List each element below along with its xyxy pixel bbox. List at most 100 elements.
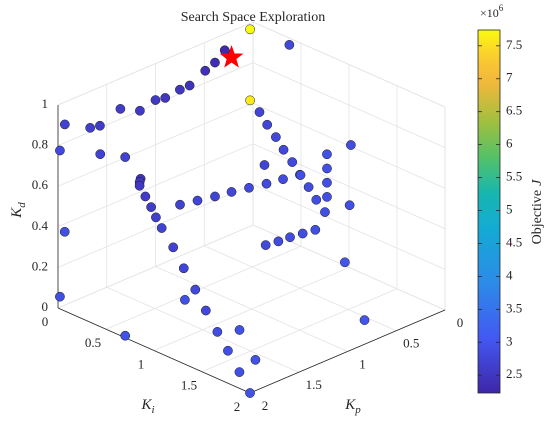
grid-line bbox=[57, 62, 446, 148]
data-point bbox=[120, 330, 131, 341]
colorbar-label: Objective J bbox=[530, 179, 545, 244]
colorbar-tick-label: 4.5 bbox=[506, 234, 522, 249]
x-tick-label: 2 bbox=[262, 398, 269, 413]
data-point bbox=[297, 228, 308, 239]
data-point bbox=[254, 107, 265, 117]
data-point bbox=[175, 199, 185, 210]
data-point bbox=[178, 263, 189, 274]
y-axis-label-subscript: i bbox=[151, 404, 154, 416]
data-point bbox=[346, 140, 356, 150]
data-point bbox=[160, 93, 171, 103]
y-axis-label-base: K bbox=[140, 397, 152, 413]
colorbar-label-italic: J bbox=[530, 179, 545, 186]
data-point bbox=[192, 195, 203, 206]
data-point bbox=[85, 122, 96, 133]
data-point bbox=[55, 291, 65, 302]
x-tick-label: 1.5 bbox=[306, 377, 322, 392]
data-point bbox=[310, 224, 321, 235]
data-point bbox=[344, 200, 355, 211]
data-point bbox=[245, 388, 255, 398]
data-point bbox=[134, 180, 145, 191]
y-tick-label: 0.5 bbox=[85, 335, 101, 350]
x-tick-label: 0 bbox=[457, 315, 464, 330]
data-point bbox=[322, 177, 332, 188]
y-tick-label: 1 bbox=[138, 356, 145, 371]
data-point bbox=[234, 325, 245, 335]
grid-line bbox=[57, 183, 446, 270]
data-point bbox=[135, 105, 145, 116]
z-axis-label-subscript: d bbox=[16, 202, 28, 208]
data-point bbox=[262, 119, 273, 130]
data-point bbox=[359, 315, 370, 325]
y-tick-label: 2 bbox=[234, 399, 241, 414]
data-point bbox=[273, 236, 284, 247]
data-point bbox=[146, 202, 156, 212]
data-point bbox=[311, 194, 322, 205]
colorbar bbox=[477, 29, 501, 394]
colorbar-tick-label: 7 bbox=[506, 70, 513, 85]
data-point bbox=[120, 152, 131, 162]
data-point bbox=[150, 95, 161, 105]
data-point bbox=[271, 132, 281, 142]
data-point bbox=[261, 178, 272, 189]
data-point bbox=[278, 174, 288, 185]
data-point bbox=[59, 119, 70, 130]
colorbar-tick-label: 7.5 bbox=[506, 37, 522, 52]
data-point bbox=[303, 182, 314, 192]
data-point bbox=[322, 192, 332, 202]
colorbar-tick-label: 4 bbox=[506, 267, 513, 282]
y-tick-label: 0 bbox=[42, 314, 49, 329]
data-point bbox=[278, 144, 289, 155]
z-axis-label: Kd bbox=[9, 202, 27, 219]
data-point bbox=[200, 65, 211, 76]
data-point bbox=[180, 294, 190, 305]
data-point bbox=[250, 354, 261, 365]
data-point bbox=[210, 57, 220, 68]
data-point bbox=[245, 95, 255, 106]
data-point bbox=[245, 24, 255, 35]
data-point bbox=[320, 207, 330, 217]
z-tick-label: 0.2 bbox=[32, 258, 48, 273]
data-point bbox=[200, 305, 211, 316]
data-point bbox=[226, 187, 237, 197]
data-point bbox=[210, 191, 220, 202]
colorbar-tick-label: 5.5 bbox=[506, 169, 522, 184]
colorbar-tick-label: 6 bbox=[506, 136, 513, 151]
data-point bbox=[223, 345, 233, 356]
z-tick-label: 0 bbox=[42, 299, 49, 314]
grid-line bbox=[57, 21, 446, 108]
x-tick-label: 0.5 bbox=[403, 336, 419, 351]
data-point bbox=[151, 212, 161, 223]
data-point bbox=[55, 145, 65, 156]
z-tick-label: 0.8 bbox=[32, 137, 48, 152]
y-axis bbox=[57, 307, 251, 394]
z-axis-label-base: K bbox=[9, 207, 25, 219]
x-axis-label-subscript: p bbox=[354, 404, 361, 416]
z-tick-label: 0.6 bbox=[32, 177, 49, 192]
wall-edge bbox=[57, 21, 446, 108]
z-tick-label: 1 bbox=[42, 96, 49, 111]
data-point bbox=[295, 170, 306, 180]
data-point bbox=[190, 284, 201, 295]
grid-line bbox=[201, 85, 398, 373]
grid-line bbox=[105, 43, 302, 330]
data-point bbox=[244, 182, 254, 193]
data-point bbox=[175, 84, 185, 95]
colorbar-tick-label: 2.5 bbox=[506, 366, 522, 381]
y-axis-label: Ki bbox=[140, 397, 154, 415]
data-point bbox=[212, 327, 223, 337]
colorbar-exponent: ×106 bbox=[480, 3, 504, 20]
data-point bbox=[156, 223, 167, 233]
data-point bbox=[95, 149, 106, 159]
x-axis bbox=[249, 309, 446, 394]
grid-line bbox=[57, 102, 446, 189]
data-point bbox=[287, 157, 298, 167]
x-axis-label: Kp bbox=[344, 397, 361, 415]
data-point bbox=[322, 149, 332, 160]
colorbar-tick-label: 3 bbox=[506, 333, 513, 348]
colorbar-exponent-base: ×10 bbox=[480, 6, 499, 20]
data-point bbox=[340, 257, 350, 268]
x-axis-label-base: K bbox=[344, 397, 356, 413]
data-point bbox=[285, 232, 295, 243]
